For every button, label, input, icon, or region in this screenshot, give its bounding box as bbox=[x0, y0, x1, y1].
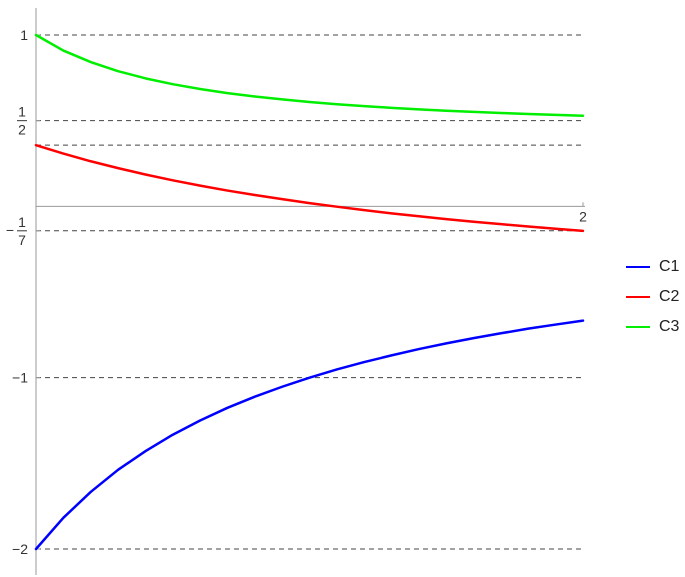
axes bbox=[35, 8, 585, 575]
legend-label-c2: C2 bbox=[659, 288, 680, 305]
y-tick-label: −1 bbox=[12, 370, 28, 386]
y-tick-label: 1 bbox=[20, 27, 28, 43]
svg-text:1: 1 bbox=[18, 214, 26, 230]
svg-text:7: 7 bbox=[18, 232, 26, 248]
legend-label-c3: C3 bbox=[659, 318, 680, 335]
svg-text:−2: −2 bbox=[12, 541, 28, 557]
svg-text:1: 1 bbox=[20, 27, 28, 43]
x-tick-label: 2 bbox=[579, 208, 587, 224]
legend-item-c2: C2 bbox=[626, 282, 679, 312]
legend-item-c3: C3 bbox=[626, 312, 679, 342]
legend-item-c1: C1 bbox=[626, 252, 679, 282]
legend-swatch-c2 bbox=[626, 296, 650, 298]
svg-text:−: − bbox=[6, 222, 14, 238]
legend-swatch-c1 bbox=[626, 266, 650, 268]
y-tick-labels: 112− 17−1−2 bbox=[6, 27, 40, 557]
series-lines bbox=[34, 33, 585, 551]
series-line-c3 bbox=[34, 33, 585, 117]
legend: C1 C2 C3 bbox=[626, 252, 679, 342]
legend-label-c1: C1 bbox=[659, 258, 680, 275]
legend-swatch-c3 bbox=[626, 326, 650, 328]
y-tick-label: −2 bbox=[12, 541, 28, 557]
series-line-c2 bbox=[34, 143, 585, 233]
svg-text:1: 1 bbox=[18, 104, 26, 120]
series-line-c1 bbox=[34, 319, 585, 551]
svg-text:−1: −1 bbox=[12, 370, 28, 386]
x-tick-labels: 2 bbox=[579, 202, 587, 224]
y-tick-label: 12 bbox=[17, 104, 27, 138]
y-tick-label: −1 7 bbox=[6, 214, 27, 248]
svg-text:2: 2 bbox=[18, 122, 26, 138]
